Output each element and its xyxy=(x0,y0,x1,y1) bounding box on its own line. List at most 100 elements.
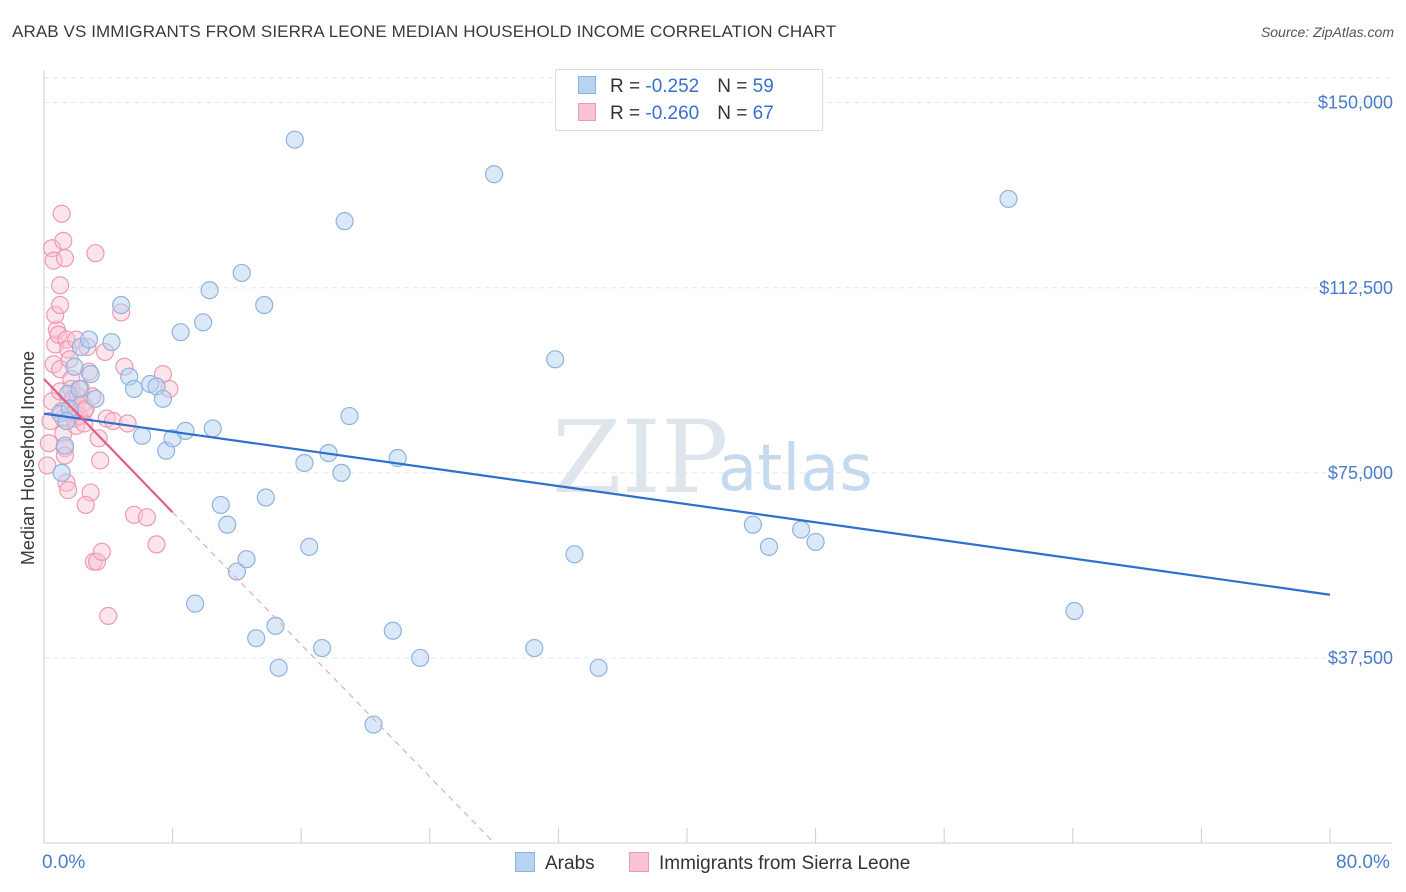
legend-r-label: R = xyxy=(610,76,646,97)
data-point-arabs xyxy=(295,453,314,473)
data-point-sierra-leone xyxy=(92,542,111,561)
legend-n-value-arabs: 59 xyxy=(752,76,774,97)
data-point-arabs xyxy=(266,616,285,635)
data-point-arabs xyxy=(256,488,275,507)
data-point-arabs xyxy=(312,638,332,658)
data-point-arabs xyxy=(300,537,319,556)
data-point-sierra-leone xyxy=(59,481,78,500)
legend-n-label: N = xyxy=(717,103,753,124)
legend-item-sierra-leone[interactable]: Immigrants from Sierra Leone xyxy=(629,852,910,875)
x-tick-label-max: 80.0% xyxy=(1336,852,1390,873)
legend-r-label: R = xyxy=(610,103,646,124)
watermark-atlas: atlas xyxy=(718,432,873,506)
x-tick-label-min: 0.0% xyxy=(42,852,86,873)
data-point-sierra-leone xyxy=(76,495,95,515)
legend-item-arabs[interactable]: Arabs xyxy=(515,852,595,875)
y-tick-labels: $37,500 $75,000 $112,500 $150,000 xyxy=(1318,93,1393,668)
data-point-arabs xyxy=(364,715,383,734)
source-label: Source: ZipAtlas.com xyxy=(1260,24,1394,40)
data-point-sierra-leone xyxy=(99,606,118,626)
data-point-arabs xyxy=(237,550,256,569)
sierra-leone-legend-swatch xyxy=(629,852,649,872)
data-point-sierra-leone xyxy=(50,295,70,315)
data-point-arabs xyxy=(65,357,84,376)
data-point-sierra-leone xyxy=(91,451,110,470)
data-point-arabs xyxy=(269,658,288,677)
y-tick-label: $37,500 xyxy=(1328,648,1393,668)
data-point-sierra-leone xyxy=(89,429,108,448)
data-point-arabs xyxy=(232,263,251,283)
y-tick-label: $112,500 xyxy=(1319,278,1393,298)
legend-n-label: N = xyxy=(717,76,753,97)
data-point-arabs xyxy=(132,426,152,445)
data-point-arabs xyxy=(525,638,544,658)
data-point-arabs xyxy=(332,463,351,482)
trend-lines xyxy=(43,378,1331,844)
watermark: ZIP atlas xyxy=(552,399,873,516)
sierra-leone-swatch xyxy=(578,103,596,121)
data-point-arabs xyxy=(743,515,763,534)
data-point-sierra-leone xyxy=(44,251,63,270)
data-point-arabs xyxy=(485,165,504,184)
data-point-sierra-leone xyxy=(104,411,123,431)
legend-n-value-sierra-leone: 67 xyxy=(752,103,774,124)
data-point-arabs xyxy=(1065,601,1084,621)
legend-row-arabs: R = -0.252 N = 59 xyxy=(578,76,774,100)
data-point-sierra-leone xyxy=(52,204,71,223)
data-point-arabs xyxy=(52,463,71,482)
legend-r-value-arabs: -0.252 xyxy=(645,76,700,97)
data-point-arabs xyxy=(335,212,354,231)
data-point-arabs xyxy=(81,365,100,384)
data-point-arabs xyxy=(285,130,304,149)
data-point-arabs xyxy=(79,330,99,349)
data-point-arabs xyxy=(255,295,274,315)
data-point-arabs xyxy=(176,421,195,440)
data-point-sierra-leone xyxy=(137,508,156,527)
data-point-arabs xyxy=(759,537,779,556)
legend-r-value-sierra-leone: -0.260 xyxy=(645,103,700,124)
data-point-arabs xyxy=(171,323,190,342)
data-point-arabs xyxy=(565,545,584,564)
arabs-legend-swatch xyxy=(515,852,535,872)
data-point-sierra-leone xyxy=(147,535,166,554)
data-point-arabs xyxy=(112,295,131,315)
trend-line-sierra-leone xyxy=(43,378,174,514)
data-point-sierra-leone xyxy=(50,276,70,295)
data-point-arabs xyxy=(55,436,74,455)
arabs-swatch xyxy=(578,76,596,94)
data-point-arabs xyxy=(247,629,266,648)
data-point-arabs xyxy=(411,648,430,668)
y-tick-label: $150,000 xyxy=(1318,93,1393,113)
data-point-arabs xyxy=(227,562,246,581)
y-tick-label: $75,000 xyxy=(1328,463,1393,483)
data-point-arabs xyxy=(153,389,173,408)
data-point-arabs xyxy=(86,389,105,408)
legend-label-arabs: Arabs xyxy=(545,853,595,874)
data-point-arabs xyxy=(124,379,144,399)
data-point-arabs xyxy=(806,532,825,552)
axes xyxy=(43,70,1392,844)
legend-row-sierra-leone: R = -0.260 N = 67 xyxy=(578,103,774,127)
y-axis-label: Median Household Income xyxy=(18,351,38,565)
data-point-sierra-leone xyxy=(39,434,58,453)
data-point-arabs xyxy=(589,658,608,677)
data-point-arabs xyxy=(211,495,230,515)
data-point-arabs xyxy=(70,379,89,399)
trend-line-sierra-leone-extended xyxy=(172,511,495,844)
data-point-sierra-leone xyxy=(54,231,73,250)
legend-label-sierra-leone: Immigrants from Sierra Leone xyxy=(659,853,911,874)
data-point-arabs xyxy=(186,594,205,613)
data-point-arabs xyxy=(999,189,1018,209)
data-point-arabs xyxy=(383,621,402,640)
data-point-arabs xyxy=(792,520,811,539)
data-point-sierra-leone xyxy=(46,305,65,325)
data-point-arabs xyxy=(102,332,121,352)
data-point-arabs xyxy=(546,350,565,369)
trend-line-arabs xyxy=(43,412,1331,596)
chart-title: ARAB VS IMMIGRANTS FROM SIERRA LEONE MED… xyxy=(12,22,837,41)
data-point-arabs xyxy=(194,313,213,332)
data-point-arabs xyxy=(203,419,222,438)
data-point-sierra-leone xyxy=(55,249,74,268)
correlation-legend: R = -0.252 N = 59 R = -0.260 N = 67 xyxy=(555,69,823,131)
